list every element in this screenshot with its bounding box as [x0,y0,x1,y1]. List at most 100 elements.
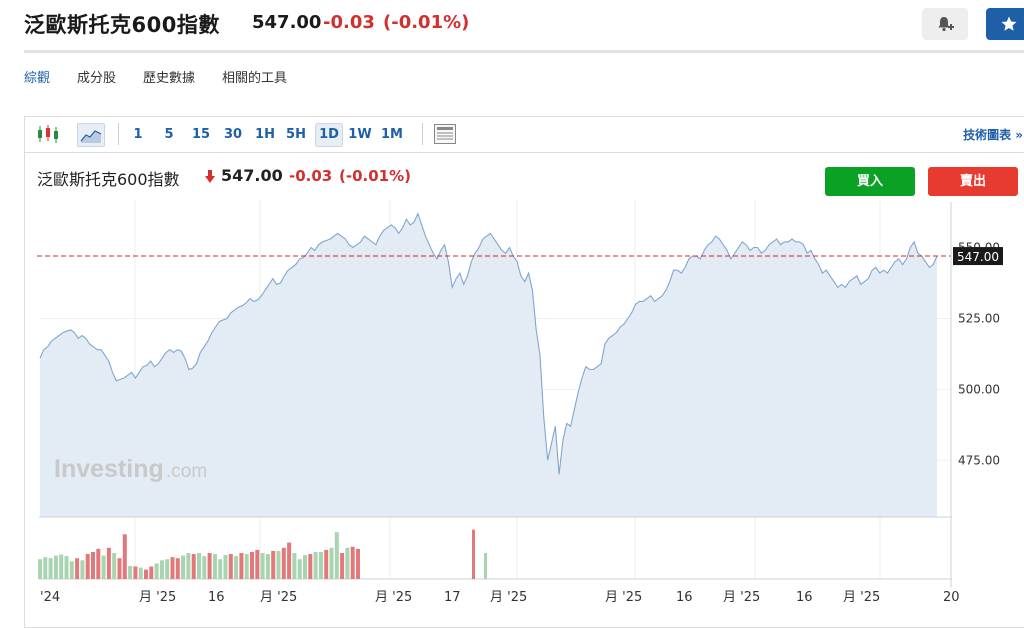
volume-bar [202,556,207,579]
x-tick-label: 16 [676,590,693,605]
timeframe-1[interactable]: 1 [133,127,143,142]
volume-bar [197,553,201,579]
chart-instrument-title: 泛歐斯托克600指數 [37,170,180,189]
price-change-percent: (-0.01%) [383,12,470,33]
volume-bar [96,548,101,579]
volume-bar [159,560,164,579]
sell-button[interactable]: 賣出 [928,167,1018,196]
volume-bars [38,529,487,579]
timeframe-1w[interactable]: 1W [348,127,372,142]
volume-bar [324,549,329,579]
price-line [39,211,938,475]
toolbar-separator [118,123,119,145]
star-icon [1001,16,1017,31]
last-price: 547.00 [252,12,322,33]
add-to-watchlist-button[interactable] [986,8,1024,40]
chart-panel: 1 5 15 30 1H 5H 1D 1W 1M 技術圖表 » 泛歐斯托克600… [24,116,1024,628]
tab-overview[interactable]: 綜觀 [24,71,51,86]
volume-bar [223,555,228,579]
timeframe-30[interactable]: 30 [223,127,243,142]
volume-bar [117,558,122,579]
volume-bar [144,569,148,579]
x-tick-label: 月 '25 [375,590,412,605]
add-alert-button[interactable] [922,8,968,40]
area-chart-button[interactable] [77,123,105,147]
volume-bar [64,556,69,579]
chart-toolbar: 1 5 15 30 1H 5H 1D 1W 1M 技術圖表 » [25,117,1024,153]
timeframe-5h[interactable]: 5H [286,127,306,142]
x-tick-label: 月 '25 [723,590,760,605]
volume-bar [175,558,180,579]
volume-bar [308,554,313,579]
volume-bar [239,553,244,579]
tab-related-instruments[interactable]: 相關的工具 [222,71,288,86]
buy-button[interactable]: 買入 [825,167,915,196]
timeframe-5[interactable]: 5 [164,127,174,142]
timeframe-15[interactable]: 15 [191,127,211,142]
volume-bar [297,559,302,579]
volume-bar [318,551,323,579]
timeframe-1d[interactable]: 1D [315,123,343,147]
volume-bar [271,550,276,579]
instrument-header: 泛歐斯托克600指數 547.00 -0.03 (-0.01%) [0,0,1024,52]
volume-bar [340,553,345,579]
header-divider [24,50,1024,53]
x-tick-label: 17 [444,590,461,605]
volume-bar [170,557,175,579]
x-tick-label: 16 [796,590,813,605]
volume-bar [244,554,249,579]
last-price-tag-text: 547.00 [957,250,999,264]
y-tick-label: 475.00 [958,453,1000,467]
x-tick-label: 月 '25 [260,590,297,605]
timeframe-1m[interactable]: 1M [381,127,403,142]
volume-bar [218,559,223,579]
price-change: -0.03 [323,12,375,33]
watermark-brand: Investing [54,455,164,483]
volume-bar [356,548,360,579]
tab-historical-data[interactable]: 歷史數據 [143,71,196,86]
volume-bar [48,558,53,579]
volume-bar [154,563,159,579]
volume-bar [265,554,270,579]
volume-bar [85,554,90,579]
volume-bar [43,557,48,579]
volume-bar [313,551,318,579]
area-chart-icon [80,130,102,143]
volume-bar [38,559,42,579]
volume-bar [165,559,170,579]
x-tick-label: 月 '25 [605,590,642,605]
x-tick-label: '24 [40,590,60,605]
volume-bar [234,556,239,579]
volume-bar [281,547,286,579]
chart-price-change-percent: (-0.01%) [339,167,411,185]
volume-bar [345,547,350,579]
investing-watermark: Investing .com [54,455,207,483]
volume-bar [181,555,186,579]
technical-chart-link[interactable]: 技術圖表 » [963,128,1023,142]
x-tick-label: 月 '25 [843,590,880,605]
table-view-icon[interactable] [433,123,457,145]
volume-bar [303,555,307,579]
volume-bar [59,554,64,579]
volume-bar [484,553,487,579]
x-tick-label: 月 '25 [139,590,176,605]
volume-bar [138,567,143,579]
tab-components[interactable]: 成分股 [77,71,117,86]
volume-bar [191,554,196,579]
volume-bar [91,551,95,579]
volume-bar [133,566,138,579]
volume-bar [329,547,334,579]
volume-bar [292,553,297,579]
timeframe-1h[interactable]: 1H [255,127,275,142]
candlestick-icon[interactable] [35,123,61,145]
volume-bar [112,553,117,579]
y-tick-label: 500.00 [958,382,1000,396]
x-tick-label: 月 '25 [490,590,527,605]
volume-bar [69,561,74,579]
volume-bar [186,553,191,579]
chart-last-price: 547.00 [221,166,283,185]
volume-bar [472,529,475,579]
volume-bar [276,550,281,579]
bell-plus-icon [938,17,954,32]
